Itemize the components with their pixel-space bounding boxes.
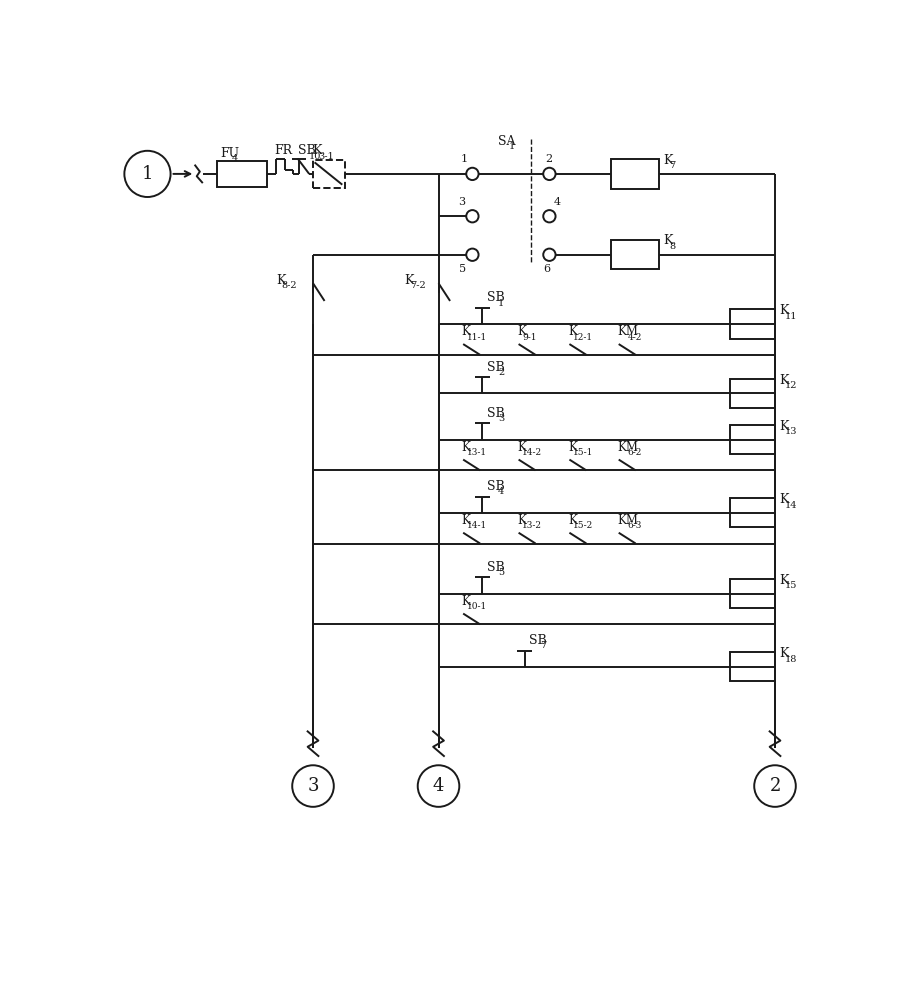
Text: 6-3: 6-3 bbox=[628, 521, 642, 530]
Bar bbox=[313, 160, 345, 188]
Text: FR: FR bbox=[274, 144, 293, 157]
Text: K: K bbox=[780, 304, 789, 317]
Text: K: K bbox=[462, 514, 470, 527]
Bar bbox=[217, 161, 267, 187]
Text: K: K bbox=[517, 441, 526, 454]
Text: 12-1: 12-1 bbox=[573, 333, 593, 342]
Text: SB: SB bbox=[487, 291, 505, 304]
Text: 9-1: 9-1 bbox=[522, 333, 537, 342]
Text: 3: 3 bbox=[498, 414, 504, 423]
Text: K: K bbox=[568, 325, 576, 338]
Text: 15-2: 15-2 bbox=[573, 521, 593, 530]
Text: 2: 2 bbox=[545, 153, 553, 163]
Text: 4: 4 bbox=[498, 487, 504, 496]
Text: 14-2: 14-2 bbox=[522, 448, 543, 457]
Text: 15-1: 15-1 bbox=[573, 448, 594, 457]
Text: 18: 18 bbox=[785, 654, 798, 664]
Text: K: K bbox=[780, 493, 789, 506]
Text: 5: 5 bbox=[498, 568, 504, 577]
Text: 4-2: 4-2 bbox=[628, 333, 642, 342]
Text: K: K bbox=[517, 514, 526, 527]
Text: K: K bbox=[780, 374, 789, 387]
Text: 2: 2 bbox=[498, 368, 504, 377]
Text: 11: 11 bbox=[785, 312, 798, 321]
Text: K: K bbox=[780, 420, 789, 433]
Text: 13: 13 bbox=[785, 427, 798, 436]
Bar bbox=[611, 240, 659, 269]
Text: SB: SB bbox=[487, 561, 505, 574]
Text: K: K bbox=[663, 234, 673, 247]
Text: 1: 1 bbox=[498, 299, 504, 308]
Text: SA: SA bbox=[498, 135, 515, 148]
Bar bbox=[730, 379, 775, 408]
Text: 14-1: 14-1 bbox=[467, 521, 487, 530]
Text: 6: 6 bbox=[544, 264, 550, 274]
Text: 4: 4 bbox=[554, 197, 560, 207]
Text: 14: 14 bbox=[785, 500, 798, 510]
Text: 7-2: 7-2 bbox=[410, 281, 426, 290]
Text: 6-2: 6-2 bbox=[628, 448, 642, 457]
Text: K: K bbox=[276, 274, 285, 287]
Text: SB: SB bbox=[487, 480, 505, 493]
Text: 4: 4 bbox=[231, 154, 238, 163]
Text: 1: 1 bbox=[461, 153, 468, 163]
Text: 3: 3 bbox=[307, 777, 318, 795]
Text: K: K bbox=[462, 595, 470, 608]
Text: SB: SB bbox=[487, 361, 505, 374]
Text: K: K bbox=[312, 144, 322, 157]
Text: 8-2: 8-2 bbox=[282, 281, 297, 290]
Text: FU: FU bbox=[221, 147, 240, 160]
Bar bbox=[730, 498, 775, 527]
Text: 1: 1 bbox=[509, 142, 515, 151]
Text: 5: 5 bbox=[458, 264, 466, 274]
Text: 7: 7 bbox=[669, 161, 675, 170]
Text: 1: 1 bbox=[142, 165, 153, 183]
Bar bbox=[730, 652, 775, 681]
Text: K: K bbox=[568, 514, 576, 527]
Bar bbox=[730, 425, 775, 454]
Text: 13-1: 13-1 bbox=[467, 448, 487, 457]
Text: SB: SB bbox=[487, 407, 505, 420]
Text: K: K bbox=[780, 647, 789, 660]
Text: SB: SB bbox=[530, 634, 547, 647]
Text: 11-1: 11-1 bbox=[467, 333, 487, 342]
Text: K: K bbox=[517, 325, 526, 338]
Bar bbox=[730, 579, 775, 608]
Text: K: K bbox=[462, 441, 470, 454]
Text: 15: 15 bbox=[785, 581, 798, 590]
Text: 10-1: 10-1 bbox=[467, 602, 487, 611]
Text: KM: KM bbox=[617, 441, 638, 454]
Text: SB: SB bbox=[297, 144, 316, 157]
Text: K: K bbox=[404, 274, 414, 287]
Text: 4: 4 bbox=[433, 777, 444, 795]
Text: KM: KM bbox=[617, 514, 638, 527]
Text: 2: 2 bbox=[770, 777, 780, 795]
Text: K: K bbox=[780, 574, 789, 587]
Bar bbox=[611, 159, 659, 189]
Text: 3: 3 bbox=[458, 197, 466, 207]
Text: 8: 8 bbox=[669, 242, 675, 251]
Text: 13-2: 13-2 bbox=[522, 521, 543, 530]
Text: KM: KM bbox=[617, 325, 638, 338]
Text: 10: 10 bbox=[308, 152, 321, 161]
Text: K: K bbox=[663, 154, 673, 167]
Text: K: K bbox=[462, 325, 470, 338]
Text: 3-1: 3-1 bbox=[318, 152, 334, 161]
Text: 7: 7 bbox=[541, 641, 547, 650]
Bar bbox=[730, 309, 775, 339]
Text: K: K bbox=[568, 441, 576, 454]
Text: 12: 12 bbox=[785, 381, 798, 390]
